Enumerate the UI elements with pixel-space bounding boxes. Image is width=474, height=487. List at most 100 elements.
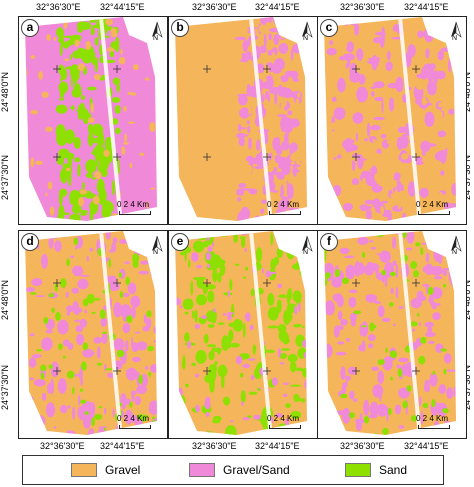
north-label: N <box>303 249 309 256</box>
class-patch-accent <box>421 96 427 106</box>
class-patch <box>356 48 364 61</box>
class-patch-accent <box>324 191 328 195</box>
class-patch <box>354 261 361 277</box>
class-patch-accent <box>294 305 298 315</box>
class-patch <box>90 27 95 36</box>
class-patch-accent <box>152 416 156 420</box>
class-patch-accent <box>457 286 461 292</box>
class-patch <box>339 247 350 254</box>
class-patch <box>290 410 302 420</box>
class-patch-accent <box>248 106 252 115</box>
class-patch <box>130 390 137 395</box>
class-patch-accent <box>78 197 85 207</box>
class-patch-accent <box>25 69 28 76</box>
class-patch-accent <box>73 237 79 246</box>
class-patch-accent <box>381 270 386 276</box>
class-patch-accent <box>280 103 285 112</box>
class-patch <box>98 191 105 205</box>
class-patch <box>87 132 94 147</box>
north-label: N <box>452 35 458 42</box>
class-patch <box>422 265 435 274</box>
class-patch <box>33 379 46 387</box>
class-patch-accent <box>156 294 157 304</box>
class-patch-accent <box>51 307 55 313</box>
class-patch <box>376 56 380 63</box>
class-patch <box>136 371 140 387</box>
class-patch-accent <box>183 121 189 128</box>
class-patch <box>433 276 443 280</box>
class-patch-accent <box>46 34 51 41</box>
bottom-lon-west-label: 32°36'30"E <box>192 441 237 451</box>
class-patch-accent <box>149 122 156 132</box>
class-patch-accent <box>205 431 211 435</box>
class-patch-accent <box>146 201 149 209</box>
class-patch <box>420 411 424 425</box>
class-patch <box>353 398 358 402</box>
class-patch <box>103 305 107 311</box>
class-patch <box>367 209 370 215</box>
class-patch <box>78 394 81 406</box>
class-patch <box>25 287 36 293</box>
class-patch-accent <box>231 104 239 111</box>
class-patch <box>365 209 372 220</box>
class-patch <box>430 231 437 237</box>
class-patch-accent <box>201 85 207 89</box>
class-patch <box>62 212 70 216</box>
class-patch-accent <box>54 282 58 292</box>
class-patch-accent <box>66 167 71 172</box>
panel-letter-e: e <box>171 233 189 251</box>
class-patch <box>146 317 152 329</box>
class-patch-accent <box>451 79 454 89</box>
class-patch-accent <box>258 192 261 196</box>
class-patch <box>370 124 381 131</box>
class-patch-accent <box>129 162 133 169</box>
class-patch-accent <box>432 370 436 376</box>
class-patch-accent <box>416 312 420 317</box>
class-patch <box>214 361 218 366</box>
class-patch-accent <box>184 56 190 59</box>
class-patch <box>342 202 353 211</box>
class-patch <box>136 385 147 394</box>
class-patch-accent <box>309 308 314 312</box>
class-patch-accent <box>159 143 162 151</box>
class-patch <box>292 43 304 54</box>
class-patch <box>289 17 292 31</box>
class-patch-accent <box>376 233 384 237</box>
class-patch <box>229 278 233 291</box>
class-patch-accent <box>253 414 261 420</box>
dominant-class-area <box>175 231 307 435</box>
class-patch-accent <box>279 29 287 39</box>
class-patch <box>219 262 226 276</box>
class-patch-accent <box>205 396 211 404</box>
class-patch <box>59 150 64 166</box>
classification-map-b <box>175 17 307 221</box>
class-patch <box>57 211 65 221</box>
class-patch <box>153 276 157 289</box>
class-patch <box>282 29 292 35</box>
class-patch <box>63 35 75 38</box>
class-patch <box>238 183 247 188</box>
class-patch <box>332 410 339 423</box>
class-patch-accent <box>298 302 301 313</box>
class-patch <box>248 188 258 195</box>
class-patch <box>73 83 82 97</box>
class-patch <box>250 288 255 297</box>
class-patch-accent <box>102 331 107 335</box>
class-patch <box>217 322 225 325</box>
class-patch <box>79 318 87 328</box>
class-patch-accent <box>94 414 103 420</box>
class-patch <box>35 295 45 298</box>
class-patch-accent <box>390 376 393 381</box>
legend-swatch-sand <box>345 463 371 477</box>
class-patch-accent <box>320 412 324 416</box>
class-patch <box>62 339 70 347</box>
class-patch-accent <box>148 371 152 377</box>
class-patch-accent <box>431 399 436 408</box>
class-patch-accent <box>47 181 53 190</box>
class-patch <box>112 408 115 418</box>
class-patch <box>240 127 247 130</box>
class-patch <box>295 367 304 371</box>
class-patch <box>379 250 391 263</box>
class-patch <box>217 272 222 283</box>
class-patch <box>286 310 293 322</box>
